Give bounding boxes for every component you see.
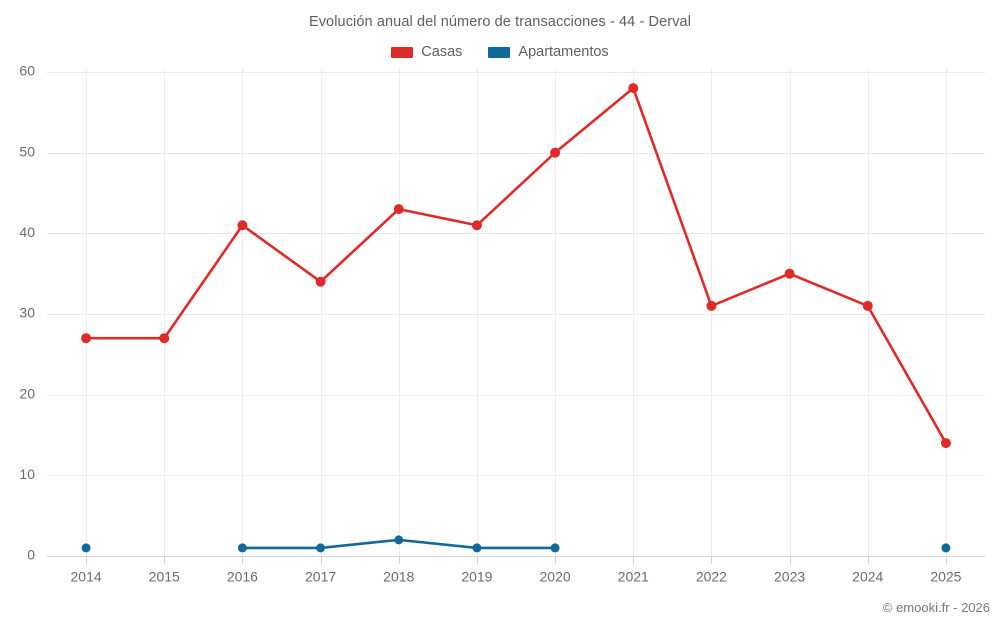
data-point-marker[interactable]	[628, 83, 639, 94]
credit-text: © emooki.fr - 2026	[882, 600, 990, 615]
data-point-marker[interactable]	[237, 220, 248, 231]
x-axis-tick-label: 2023	[774, 568, 805, 584]
chart-legend: Casas Apartamentos	[0, 44, 1000, 60]
data-point-marker[interactable]	[81, 543, 91, 553]
data-point-marker[interactable]	[394, 535, 404, 545]
data-point-marker[interactable]	[550, 543, 560, 553]
legend-swatch-casas	[391, 46, 414, 58]
data-point-marker[interactable]	[706, 300, 717, 311]
data-point-marker[interactable]	[81, 333, 92, 344]
legend-label-apartamentos: Apartamentos	[518, 44, 609, 60]
chart-title: Evolución anual del número de transaccio…	[308, 14, 692, 30]
data-point-marker[interactable]	[472, 543, 482, 553]
y-axis-tick-label: 60	[19, 63, 35, 79]
y-axis-tick-label: 40	[19, 224, 35, 240]
x-axis-tick-label: 2018	[383, 568, 414, 584]
data-point-marker[interactable]	[159, 333, 170, 344]
x-axis-tick-label: 2022	[696, 568, 727, 584]
x-axis-tick-label: 2021	[618, 568, 649, 584]
y-axis-tick-label: 10	[19, 466, 35, 482]
series-line	[84, 86, 948, 445]
data-point-marker[interactable]	[550, 147, 561, 158]
series-apartamentos	[81, 535, 951, 553]
legend-swatch-apartamentos	[488, 46, 511, 58]
x-axis-tick-label: 2020	[540, 568, 571, 584]
y-axis-tick-label: 0	[27, 547, 35, 563]
x-axis-tick-label: 2024	[852, 568, 883, 584]
x-axis-tick-label: 2017	[305, 568, 336, 584]
y-axis-tick-label: 50	[19, 143, 35, 159]
legend-item-casas[interactable]: Casas	[391, 44, 462, 60]
y-axis-tick-label: 30	[19, 305, 35, 321]
x-axis-tick-label: 2015	[149, 568, 180, 584]
series-casas	[81, 83, 951, 449]
data-point-marker[interactable]	[941, 543, 951, 553]
x-axis-tick-label: 2014	[71, 568, 102, 584]
data-point-marker[interactable]	[940, 438, 951, 449]
data-point-marker[interactable]	[393, 204, 404, 215]
x-axis-tick-label: 2016	[227, 568, 258, 584]
legend-label-casas: Casas	[421, 44, 463, 60]
data-point-marker[interactable]	[784, 268, 795, 279]
data-point-marker[interactable]	[862, 300, 873, 311]
data-point-marker[interactable]	[315, 276, 326, 287]
legend-item-apartamentos[interactable]: Apartamentos	[488, 44, 609, 60]
data-point-marker[interactable]	[237, 543, 247, 553]
x-axis-tick-label: 2019	[461, 568, 492, 584]
data-point-marker[interactable]	[471, 220, 482, 231]
x-axis-tick-label: 2025	[930, 568, 961, 584]
y-axis-tick-label: 20	[19, 385, 35, 401]
data-point-marker[interactable]	[316, 543, 326, 553]
